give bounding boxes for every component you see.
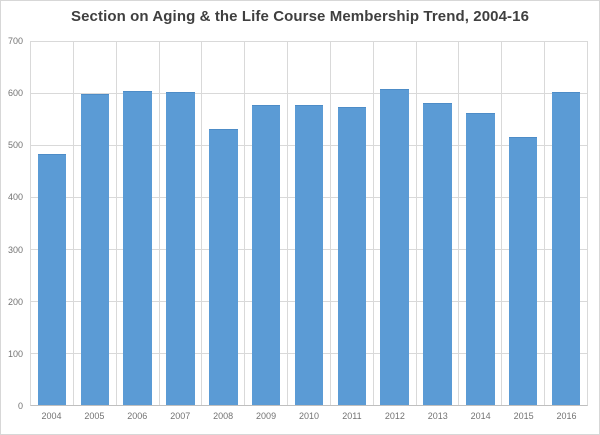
x-axis: 2004 2005 2006 2007 2008 2009 2010 2011 2012 2013… bbox=[30, 411, 588, 421]
bar-2013 bbox=[423, 103, 452, 405]
plot-area bbox=[30, 41, 588, 406]
x-tick-label: 2007 bbox=[170, 411, 191, 421]
y-tick-label: 600 bbox=[7, 88, 23, 99]
category-column bbox=[245, 41, 289, 405]
chart-title: Section on Aging & the Life Course Membe… bbox=[70, 8, 530, 25]
bar-2015 bbox=[508, 137, 538, 405]
bar-2007 bbox=[166, 91, 195, 405]
category-column bbox=[545, 41, 587, 405]
category-column bbox=[502, 41, 546, 405]
x-tick-label: 2014 bbox=[470, 411, 491, 421]
x-tick-label: 2004 bbox=[41, 411, 62, 421]
bar-2014 bbox=[466, 113, 495, 405]
y-tick-label: 300 bbox=[7, 244, 23, 255]
x-tick-label: 2005 bbox=[84, 411, 105, 421]
bar-2011 bbox=[337, 106, 367, 405]
x-tick-label: 2013 bbox=[427, 411, 448, 421]
x-tick-label: 2010 bbox=[298, 411, 319, 421]
category-column bbox=[160, 41, 203, 405]
bar-2004 bbox=[37, 153, 67, 405]
category-column bbox=[331, 41, 374, 405]
category-column bbox=[417, 41, 460, 405]
category-column bbox=[74, 41, 117, 405]
bar-2008 bbox=[209, 128, 238, 405]
bar-2012 bbox=[380, 88, 409, 405]
y-tick-label: 100 bbox=[7, 348, 23, 359]
y-tick-label: 0 bbox=[17, 401, 23, 411]
x-tick-label: 2006 bbox=[127, 411, 148, 421]
x-tick-label: 2011 bbox=[342, 411, 362, 421]
x-tick-label: 2016 bbox=[556, 411, 577, 421]
bar-2005 bbox=[80, 94, 109, 405]
horizontal-gridline bbox=[31, 93, 587, 94]
horizontal-gridline bbox=[31, 41, 587, 42]
y-tick-label: 700 bbox=[7, 36, 23, 46]
bar-2010 bbox=[294, 104, 324, 405]
x-tick-label: 2015 bbox=[513, 411, 534, 421]
category-column bbox=[117, 41, 160, 405]
y-tick-label: 400 bbox=[7, 192, 23, 203]
category-column bbox=[459, 41, 503, 405]
category-column bbox=[288, 41, 331, 405]
category-column bbox=[202, 41, 246, 405]
x-tick-label: 2009 bbox=[256, 411, 277, 421]
bar-2006 bbox=[123, 90, 152, 405]
category-column bbox=[374, 41, 417, 405]
x-tick-label: 2008 bbox=[213, 411, 234, 421]
bar-2009 bbox=[251, 105, 281, 405]
category-column bbox=[31, 41, 74, 405]
y-tick-label: 200 bbox=[7, 296, 23, 307]
x-tick-label: 2012 bbox=[384, 411, 405, 421]
bar-2016 bbox=[551, 92, 581, 405]
y-tick-label: 500 bbox=[7, 140, 23, 151]
y-axis: 0 100 200 300 400 500 600 700 bbox=[1, 36, 26, 411]
